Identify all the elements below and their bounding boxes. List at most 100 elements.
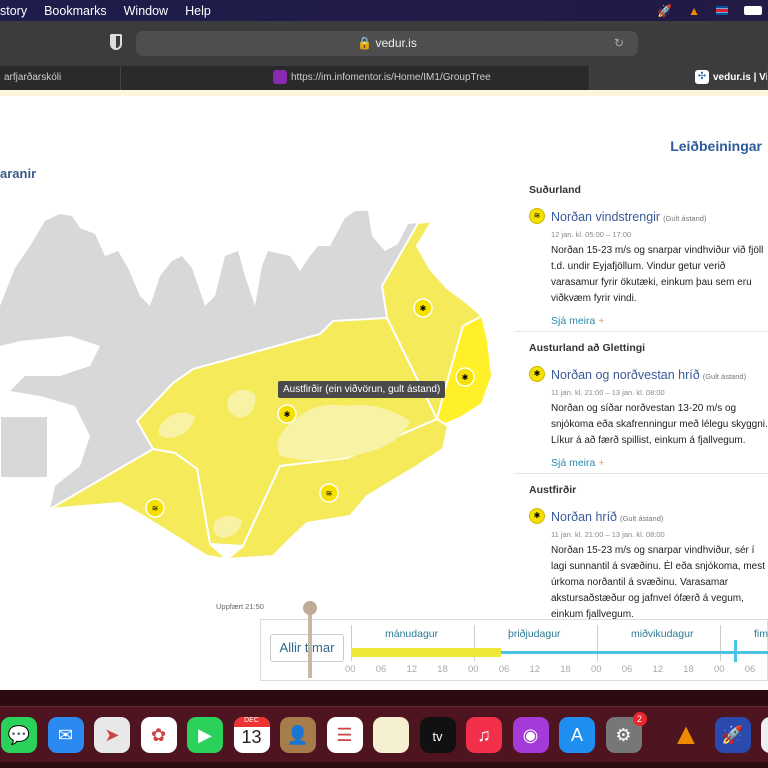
- battery-icon[interactable]: [744, 6, 762, 15]
- dock-app-notes[interactable]: [373, 717, 409, 753]
- warning-marker-sudurland[interactable]: ≋: [145, 498, 165, 518]
- dock-app-calendar[interactable]: DEC 13: [233, 717, 270, 753]
- dock-app-facetime[interactable]: ▶: [187, 717, 223, 753]
- tab-school[interactable]: arfjarðarskóli: [0, 66, 121, 90]
- dock-app-mail[interactable]: ✉: [47, 717, 84, 753]
- text-line: Norðan 15-23 m/s og snarpar vindhviður, …: [551, 545, 755, 556]
- text-line: einkum fjallvegum.: [551, 609, 634, 620]
- dock-app-contacts[interactable]: 👤: [280, 717, 316, 753]
- see-more-link[interactable]: Sjá meira +: [551, 315, 768, 327]
- timeline-track[interactable]: mánudagur þriðjudagur miðvikudagur fim 00 06 1…: [345, 620, 768, 680]
- dock-app-system-preferences[interactable]: ⚙ 2: [605, 712, 647, 753]
- hour-label: 18: [560, 664, 571, 675]
- podcasts-icon: ◉: [522, 725, 539, 745]
- tab-infomentor[interactable]: https://im.infomentor.is/Home/IM1/GroupT…: [121, 66, 590, 90]
- url-text: vedur.is: [375, 36, 417, 50]
- vlc-icon: ▲: [671, 718, 701, 751]
- dock-app-app-store[interactable]: A: [559, 717, 595, 753]
- region-no-warning[interactable]: [0, 211, 418, 509]
- privacy-shield-icon[interactable]: [110, 34, 122, 50]
- reminders-icon: ☰: [336, 725, 353, 745]
- warning-map[interactable]: ✱ ✱ ✱ ≋ ≋: [0, 196, 500, 576]
- menu-bar: story Bookmarks Window Help 🚀 ▲: [0, 0, 768, 21]
- reload-icon[interactable]: ↻: [613, 36, 624, 50]
- menu-bookmarks[interactable]: Bookmarks: [44, 3, 107, 18]
- warning-marker-austurland[interactable]: ✱: [413, 298, 433, 318]
- calendar-month: DEC: [233, 717, 270, 727]
- timeline-base-bar: [351, 651, 768, 654]
- hour-label: 18: [437, 664, 448, 675]
- page-heading: aranir: [0, 166, 37, 181]
- photos-icon: ✿: [150, 725, 167, 745]
- text-line: Norðan 15-23 m/s og snarpar vindhviður v…: [551, 245, 764, 256]
- map-inset: [0, 415, 49, 479]
- hour-label: 18: [683, 664, 694, 675]
- day-label: miðvikudagur: [631, 628, 694, 640]
- warning-marker-austfirdir[interactable]: ✱: [455, 367, 475, 387]
- see-more-label: Sjá meira: [551, 315, 596, 327]
- time-slider-handle[interactable]: [303, 601, 317, 615]
- tab-vedur[interactable]: ✣ vedur.is | Vi: [590, 66, 768, 90]
- text-line: varasamur fyrir ökutæki, einkum þau sem …: [551, 277, 752, 288]
- wind-snow-icon: ✱: [529, 366, 545, 382]
- plus-icon: +: [598, 315, 605, 327]
- rocket-icon[interactable]: 🚀: [657, 3, 673, 18]
- menu-window[interactable]: Window: [123, 3, 169, 18]
- warning-title[interactable]: Norðan og norðvestan hríð: [551, 368, 700, 382]
- text-line: lagi sunnantil á svæðinu. Él eða snjókom…: [551, 561, 766, 572]
- menu-history[interactable]: story: [0, 3, 28, 18]
- day-label: fim: [754, 628, 768, 640]
- timeline-end-marker: [734, 640, 737, 662]
- vlc-icon[interactable]: ▲: [688, 3, 700, 18]
- hour-label: 12: [406, 664, 418, 675]
- dock-app-vlc[interactable]: ▲: [668, 717, 704, 753]
- wind-icon: ≋: [529, 208, 545, 224]
- warning-text: Norðan 15-23 m/s og snarpar vindhviður v…: [551, 243, 768, 307]
- warning-title[interactable]: Norðan vindstrengir: [551, 210, 661, 224]
- warning-text: Norðan og síðar norðvestan 13-20 m/s og s…: [551, 401, 768, 449]
- hour-label: 12: [652, 664, 664, 675]
- dock-app-music[interactable]: ♫: [466, 717, 502, 753]
- see-more-link[interactable]: Sjá meira +: [551, 457, 768, 469]
- dock-app-messages[interactable]: 💬: [1, 717, 37, 753]
- warning-time: 11 jan. kl. 21:00 – 13 jan. kl. 08:00: [551, 530, 665, 539]
- day-separator: [474, 625, 475, 661]
- dock-app-other[interactable]: [761, 717, 768, 753]
- glacier-vatnajokull: [277, 404, 410, 461]
- dock-app-maps[interactable]: ➤: [94, 717, 130, 753]
- warning-time: 12 jan. kl. 05:00 – 17:00: [551, 230, 632, 239]
- text-line: akstursaðstæður og jafnvel ófærð á vegum…: [551, 593, 744, 604]
- region-sudurland[interactable]: [49, 447, 231, 561]
- warning-marker-sudausturland[interactable]: ≋: [319, 483, 339, 503]
- plus-icon: +: [598, 457, 605, 469]
- warning-marker-midhalendi[interactable]: ✱: [277, 404, 297, 424]
- warning-title[interactable]: Norðan hríð: [551, 510, 618, 524]
- iceland-flag-icon[interactable]: [716, 6, 728, 15]
- text-line: Norðan og síðar norðvestan 13-20 m/s og: [551, 403, 737, 414]
- app-store-icon: A: [570, 725, 583, 745]
- glacier-langjokull: [227, 389, 256, 418]
- region-warning-austurland: Austurland að Glettingi ✱ Norðan og norð…: [515, 332, 768, 474]
- warning-text: Norðan 15-23 m/s og snarpar vindhviður, …: [551, 543, 768, 623]
- lock-icon: 🔒: [357, 36, 373, 50]
- hour-label: 00: [591, 664, 602, 675]
- music-icon: ♫: [477, 725, 491, 745]
- dock-app-rocketsim[interactable]: 🚀: [714, 717, 751, 753]
- tab-label: https://im.infomentor.is/Home/IM1/GroupT…: [291, 72, 491, 83]
- warning-period-bar: [351, 648, 501, 657]
- dock-app-podcasts[interactable]: ◉: [512, 717, 549, 753]
- dock-app-reminders[interactable]: ☰: [326, 717, 363, 753]
- dock-app-photos[interactable]: ✿: [140, 717, 177, 753]
- browser-toolbar: 🔒 vedur.is ↻: [0, 21, 768, 66]
- guide-link[interactable]: Leiðbeiningar: [670, 138, 762, 154]
- menu-help[interactable]: Help: [185, 3, 211, 18]
- day-label: mánudagur: [385, 628, 439, 640]
- wind-icon: ≋: [152, 504, 159, 513]
- dock-app-tv[interactable]: tv: [419, 717, 456, 753]
- address-bar[interactable]: 🔒 vedur.is ↻: [136, 31, 638, 56]
- see-more-label: Sjá meira: [551, 457, 596, 469]
- all-times-button[interactable]: Allir tímar: [270, 634, 344, 662]
- time-slider-line[interactable]: [308, 608, 312, 678]
- web-page: Leiðbeiningar aranir ✱ ✱ ✱ ≋ ≋ Austfirði…: [0, 90, 768, 690]
- notification-badge: 2: [632, 712, 647, 726]
